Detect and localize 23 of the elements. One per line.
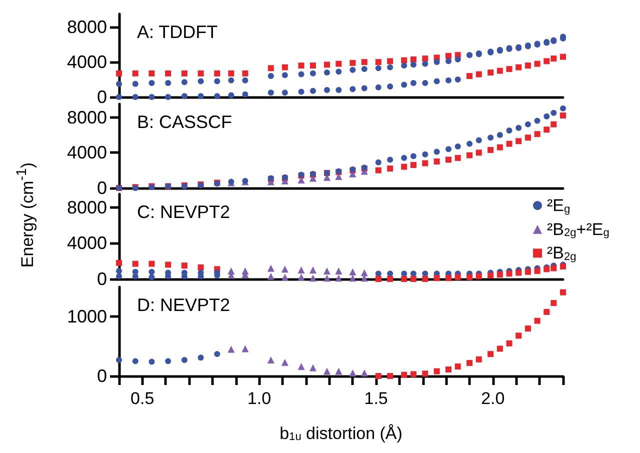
text: D: NEVPT2 [137,295,230,315]
x-tick-label: 0.5 [130,389,154,408]
chart-title: B: CASSCF [137,112,232,132]
y-tick-label: 0 [96,269,107,289]
legend-label: ²B2g+²Eg [547,220,610,240]
legend-label: ²Eg [547,196,570,216]
chart-title: A: TDDFT [137,22,218,42]
y-tick-label: 0 [96,87,107,107]
x-tick-label: 2.0 [481,389,505,408]
x-tick-label: 1.0 [247,389,272,408]
y-tick-label: 8000 [66,197,107,218]
y-tick-label: 4000 [66,52,107,72]
y-tick-label: 8000 [66,107,107,128]
y-tick-label: 1000 [66,306,107,327]
chart-title: C: NEVPT2 [137,202,230,222]
y-tick-label: 0 [96,178,107,198]
x-axis-title: b1u distortion (Å) [280,424,402,444]
y-tick-label: 0 [96,366,107,386]
y-tick-label: 8000 [66,17,107,38]
y-tick-label: 4000 [66,233,107,254]
legend-label: ²B2g [547,244,576,263]
y-tick-label: 4000 [66,142,107,163]
x-tick-label: 1.5 [364,389,388,408]
